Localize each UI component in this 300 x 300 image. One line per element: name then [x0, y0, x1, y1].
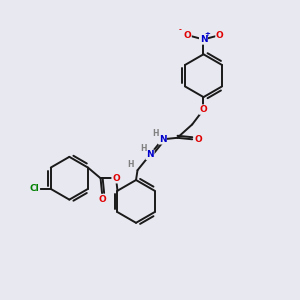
Text: O: O	[194, 135, 202, 144]
Text: O: O	[200, 105, 207, 114]
Text: O: O	[216, 32, 224, 40]
Text: +: +	[204, 32, 210, 38]
Text: H: H	[128, 160, 134, 169]
Text: -: -	[178, 28, 181, 34]
Text: O: O	[183, 32, 191, 40]
Text: N: N	[159, 135, 166, 144]
Text: H: H	[140, 144, 147, 153]
Text: O: O	[112, 174, 120, 183]
Text: O: O	[98, 195, 106, 204]
Text: Cl: Cl	[30, 184, 39, 194]
Text: H: H	[152, 130, 159, 139]
Text: N: N	[146, 150, 154, 159]
Text: N: N	[200, 35, 207, 44]
